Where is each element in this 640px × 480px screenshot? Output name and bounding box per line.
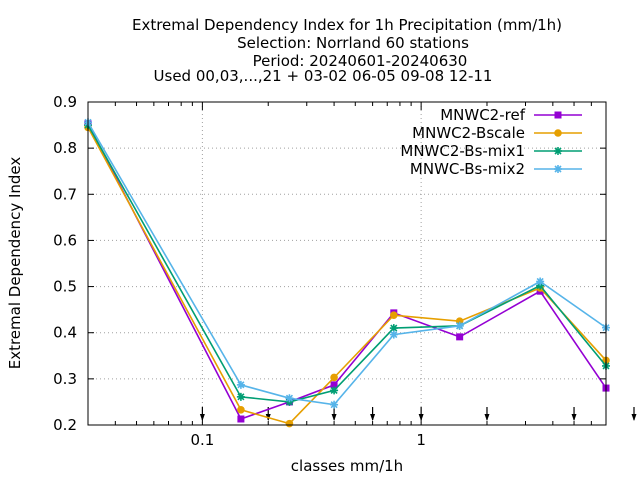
series-line <box>87 121 607 406</box>
data-point <box>536 277 545 286</box>
axes: 0.2 0.3 0.4 0.5 0.6 0.7 0.8 0.9 0.1 1 <box>53 93 606 449</box>
legend-label: MNWC2-Bs-mix1 <box>400 142 525 160</box>
x-axis-label: classes mm/1h <box>291 457 403 475</box>
y-tick-label: 0.6 <box>53 231 77 249</box>
legend-label: MNWC2-Bscale <box>412 124 525 142</box>
data-point <box>236 380 245 389</box>
x-tick-label: 1 <box>416 431 426 449</box>
data-point <box>330 381 338 389</box>
y-tick-label: 0.5 <box>53 278 77 296</box>
class-arrow-head <box>370 414 376 421</box>
data-point-core <box>457 323 462 328</box>
class-arrow-head <box>331 414 337 421</box>
y-tick-label: 0.9 <box>53 93 77 111</box>
title-line-4: Used 00,03,...,21 + 03-02 06-05 09-08 12… <box>154 67 493 85</box>
data-point <box>389 330 398 339</box>
legend-entry: MNWC2-Bscale <box>412 124 582 142</box>
y-tick-label: 0.4 <box>53 324 77 342</box>
title-line-1: Extremal Dependency Index for 1h Precipi… <box>132 16 562 34</box>
title-line-3: Period: 20240601-20240630 <box>253 52 468 70</box>
data-point <box>236 392 245 401</box>
y-tick-label: 0.7 <box>53 185 77 203</box>
data-point <box>285 394 294 403</box>
series-line <box>87 123 607 420</box>
data-point <box>330 400 339 409</box>
series-line <box>87 124 607 403</box>
plot-frame <box>87 101 607 426</box>
legend-entry: MNWC2-Bs-mix1 <box>400 142 582 160</box>
data-point <box>330 386 339 395</box>
data-point <box>554 165 562 173</box>
legend: MNWC2-refMNWC2-BscaleMNWC2-Bs-mix1MNWC-B… <box>400 106 582 178</box>
data-point-core <box>331 388 337 393</box>
data-series <box>84 118 610 428</box>
data-point-core <box>331 402 337 407</box>
data-point <box>554 129 562 137</box>
data-point-core <box>238 382 244 388</box>
data-point <box>330 373 338 382</box>
data-point-core <box>391 332 397 337</box>
data-point-core <box>238 394 244 400</box>
series-2 <box>84 123 610 428</box>
series-4 <box>84 118 610 409</box>
legend-entry: MNWC2-ref <box>440 106 582 124</box>
x-tick-label: 0.1 <box>190 431 214 449</box>
y-tick-label: 0.2 <box>53 416 77 434</box>
data-point <box>554 147 562 155</box>
legend-label: MNWC2-ref <box>440 106 525 124</box>
legend-label: MNWC-Bs-mix2 <box>410 160 525 178</box>
data-point-core <box>537 283 543 288</box>
data-point <box>390 311 398 319</box>
title-line-2: Selection: Norrland 60 stations <box>237 34 469 52</box>
data-point-core <box>537 279 543 284</box>
series-line <box>87 127 607 425</box>
class-threshold-arrows <box>199 407 637 421</box>
class-arrow-head <box>631 414 637 421</box>
legend-entry: MNWC-Bs-mix2 <box>410 160 582 178</box>
data-point <box>285 419 294 428</box>
class-arrow-head <box>571 414 577 421</box>
data-point <box>455 321 464 330</box>
data-point <box>456 333 464 341</box>
data-point-core <box>287 396 292 401</box>
y-axis-label: Extremal Dependency Index <box>6 157 24 370</box>
data-point <box>554 111 562 119</box>
y-tick-label: 0.3 <box>53 370 77 388</box>
y-tick-label: 0.8 <box>53 139 77 157</box>
class-arrow-head <box>484 414 490 421</box>
chart-title: Extremal Dependency Index for 1h Precipi… <box>132 16 562 85</box>
data-point-core <box>555 148 561 154</box>
data-point-core <box>391 325 397 331</box>
data-point <box>237 405 245 414</box>
data-point <box>237 415 245 423</box>
data-point-core <box>555 166 561 172</box>
